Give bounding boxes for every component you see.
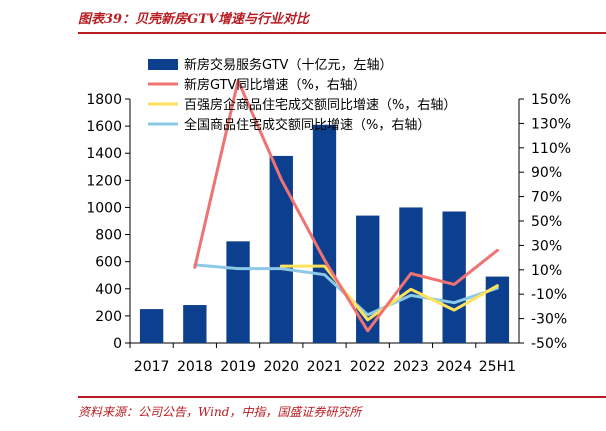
- legend-label: 全国商品住宅成交额同比增速（%，右轴）: [184, 117, 430, 133]
- right-tick-label: 30%: [531, 238, 562, 254]
- bar-2019: [226, 241, 250, 343]
- right-tick-label: 10%: [531, 263, 562, 279]
- left-tick-label: 0: [113, 336, 122, 352]
- left-tick-label: 1000: [86, 200, 122, 216]
- left-tick-label: 800: [95, 228, 122, 244]
- left-tick-label: 1200: [86, 173, 122, 189]
- figure-title: 图表39：贝壳新房GTV增速与行业对比: [78, 12, 309, 27]
- title-rule: [78, 32, 606, 34]
- left-tick-label: 200: [95, 309, 122, 325]
- right-tick-label: -30%: [531, 312, 567, 328]
- right-tick-label: 130%: [531, 116, 571, 132]
- x-tick-label: 2019: [220, 359, 256, 375]
- bar-2021: [312, 124, 337, 343]
- bar-2017: [139, 309, 164, 343]
- left-tick-label: 400: [95, 282, 122, 298]
- x-tick-label: 2017: [134, 359, 170, 375]
- legend-label: 新房GTV同比增速（%，右轴）: [184, 77, 366, 93]
- line-new-home-gtv-yoy: [193, 79, 499, 333]
- x-tick-label: 2022: [350, 359, 386, 375]
- bar-25H1: [485, 276, 510, 343]
- x-tick-label: 2018: [177, 359, 213, 375]
- source-note: 资料来源：公司公告，Wind，中指，国盛证券研究所: [78, 405, 362, 419]
- x-tick-label: 25H1: [479, 359, 516, 375]
- right-tick-label: -50%: [531, 336, 567, 352]
- x-tick-label: 2023: [393, 359, 429, 375]
- left-tick-label: 1400: [86, 146, 122, 162]
- source-rule: [78, 396, 606, 398]
- right-tick-label: 50%: [531, 214, 562, 230]
- axes-layer: 0 200 400 600 800 1000 1200 1400 1600 1800 -50% -30…: [86, 92, 571, 375]
- right-tick-label: 110%: [531, 141, 571, 157]
- left-tick-label: 1600: [86, 119, 122, 135]
- x-tick-label: 2020: [263, 359, 299, 375]
- left-tick-label: 1800: [86, 92, 122, 108]
- right-tick-label: 150%: [531, 92, 571, 108]
- x-tick-label: 2024: [436, 359, 472, 375]
- lines-layer: [193, 79, 499, 333]
- bar-2022: [356, 215, 380, 343]
- bar-2024: [442, 211, 466, 343]
- right-tick-label: 70%: [531, 190, 562, 206]
- x-tick-label: 2021: [307, 359, 343, 375]
- legend: 新房交易服务GTV（十亿元，左轴） 新房GTV同比增速（%，右轴） 百强房企商品住宅…: [148, 57, 456, 133]
- legend-swatch-bar: [148, 59, 178, 70]
- legend-label: 新房交易服务GTV（十亿元，左轴）: [184, 57, 392, 73]
- bar-2018: [183, 305, 207, 343]
- right-tick-label: 90%: [531, 165, 562, 181]
- legend-label: 百强房企商品住宅成交额同比增速（%，右轴）: [184, 97, 456, 113]
- right-tick-label: -10%: [531, 287, 567, 303]
- bar-2020: [269, 155, 293, 343]
- left-tick-label: 600: [95, 255, 122, 271]
